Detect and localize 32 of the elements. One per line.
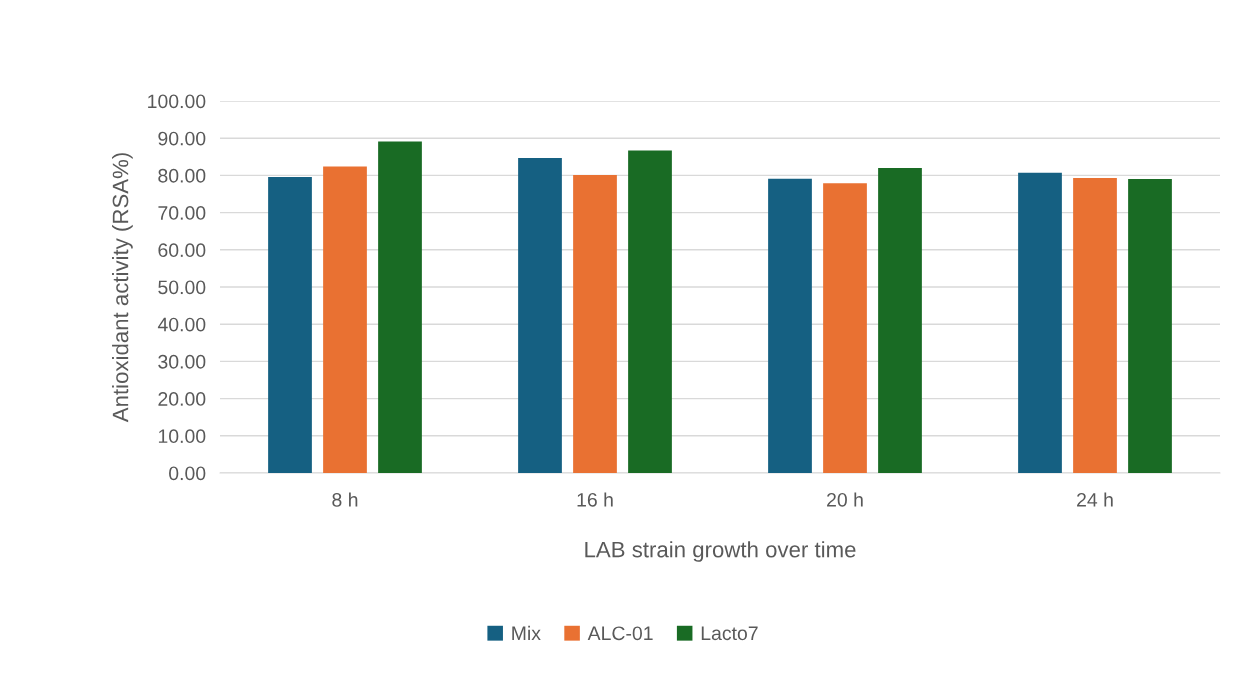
y-tick-label: 80.00	[158, 168, 206, 183]
y-tick-label: 70.00	[158, 206, 206, 220]
legend-label: Lacto7	[701, 626, 758, 641]
y-tick-label: 20.00	[158, 392, 206, 406]
bar	[573, 175, 617, 473]
bar	[1073, 178, 1117, 473]
bar	[878, 167, 922, 473]
y-tick-label: 10.00	[158, 429, 206, 444]
y-tick-label: 30.00	[158, 354, 206, 369]
y-axis-title: Antioxidant activity (RSA%)	[112, 153, 133, 423]
x-axis-title: LAB strain growth over time	[585, 541, 856, 562]
bar	[378, 141, 422, 473]
x-tick-label: 20 h	[827, 492, 863, 507]
y-tick-label: 50.00	[158, 280, 206, 295]
bar	[1018, 172, 1062, 473]
bar	[1128, 179, 1172, 473]
bar	[268, 176, 312, 473]
legend-label: Mix	[512, 625, 541, 640]
bar	[323, 166, 367, 473]
bar	[823, 183, 867, 473]
legend-label: ALC-01	[587, 626, 653, 641]
y-tick-label: 40.00	[157, 317, 206, 332]
y-tick-label: 100.00	[148, 94, 206, 109]
y-tick-label: 60.00	[158, 243, 206, 258]
x-tick-label: 16 h	[577, 492, 613, 507]
y-tick-label: 90.00	[158, 131, 206, 146]
bar	[518, 157, 562, 473]
bar	[768, 178, 812, 473]
x-tick-label: 24 h	[1077, 492, 1113, 507]
bar	[628, 150, 672, 473]
x-tick-label: 8 h	[332, 492, 358, 507]
y-tick-label: 0.00	[169, 466, 206, 481]
